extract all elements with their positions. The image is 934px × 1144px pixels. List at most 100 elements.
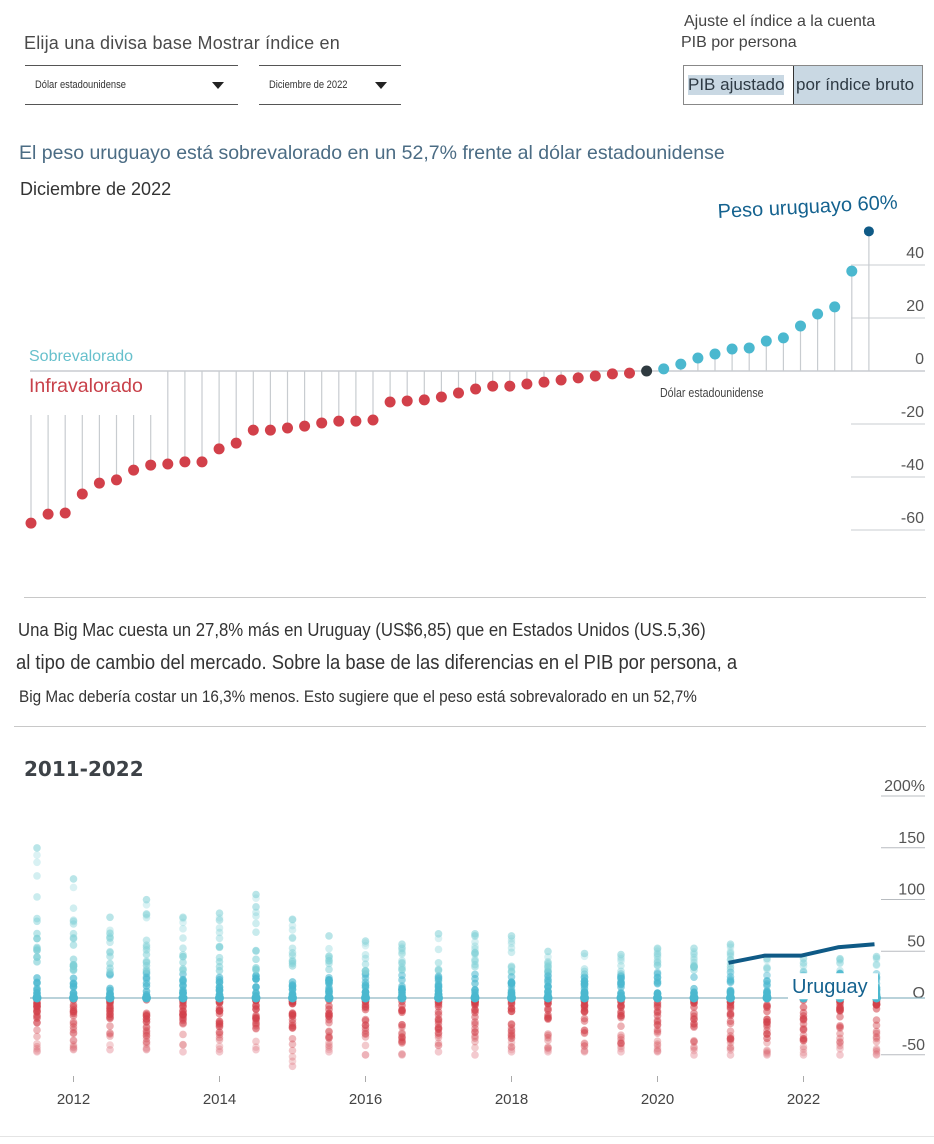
undervalued-dot (544, 1044, 552, 1052)
overvalued-dot (33, 851, 41, 859)
overvalued-dot (69, 883, 78, 892)
undervalued-dot (872, 1029, 881, 1038)
undervalued-dot (690, 1037, 698, 1046)
overvalued-dot (434, 972, 443, 980)
overvalued-dot (544, 961, 552, 970)
overvalued-dot (544, 958, 552, 967)
max-dot (471, 930, 479, 938)
x-tick-label: 2014 (203, 1091, 236, 1108)
undervalued-dot (799, 1045, 808, 1053)
undervalued-dot (507, 1038, 516, 1047)
overvalued-dot (872, 961, 881, 969)
undervalued-dot (617, 1003, 625, 1012)
undervalued-dot (215, 1022, 224, 1031)
overvalued-dot (434, 965, 443, 974)
undervalued-dot (142, 1029, 151, 1038)
overvalued-dot (653, 958, 662, 966)
undervalued-dot (142, 1028, 151, 1036)
undervalued-dot (398, 1033, 406, 1041)
undervalued-dot (617, 1039, 625, 1048)
undervalued-dot (398, 1034, 406, 1042)
undervalued-dot (799, 1035, 808, 1043)
undervalued-dot (836, 1044, 844, 1053)
undervalued-dot (617, 1022, 625, 1030)
overvalued-dot (617, 957, 625, 965)
base-dot (397, 993, 407, 1003)
undervalued-dot (836, 1029, 844, 1038)
undervalued-dot (580, 1042, 589, 1050)
undervalued-dot (799, 1008, 808, 1017)
min-dot (763, 1051, 771, 1059)
undervalued-dot (617, 1038, 625, 1047)
overvalued-dot (726, 950, 735, 958)
overvalued-dot (179, 950, 187, 959)
overvalued-dot (580, 980, 589, 989)
currency-dot (675, 358, 687, 370)
undervalued-dot (69, 1036, 78, 1045)
overvalued-dot (726, 952, 735, 960)
y-tick-label: 50 (907, 933, 925, 950)
overvalued-dot (142, 910, 151, 918)
currency-dot (25, 517, 37, 529)
overvalued-dot (580, 973, 589, 982)
base-currency-select[interactable]: Dólar estadounidense (25, 65, 238, 105)
undervalued-dot (252, 1020, 260, 1028)
overvalued-dot (434, 958, 443, 967)
base-dot (762, 993, 772, 1003)
overvalued-dot (33, 974, 41, 982)
overvalued-dot (471, 948, 479, 957)
uruguay-line (728, 942, 875, 965)
undervalued-dot (507, 1043, 516, 1051)
currency-dot (418, 394, 430, 406)
undervalued-dot (726, 1017, 735, 1025)
currency-dot (333, 415, 345, 427)
overvalued-dot (544, 953, 552, 961)
undervalued-dot (142, 1034, 151, 1043)
overvalued-dot (288, 985, 297, 993)
base-dot (470, 993, 480, 1003)
undervalued-dot (215, 1019, 224, 1027)
overvalued-dot (471, 942, 479, 951)
overvalued-dot (106, 934, 114, 942)
undervalued-dot (617, 1036, 625, 1044)
undervalued-dot (434, 1015, 443, 1023)
undervalued-dot (763, 1020, 771, 1029)
overvalued-dot (325, 984, 333, 992)
base-dot (434, 993, 443, 1003)
overvalued-dot (69, 979, 78, 988)
undervalued-dot (142, 1040, 151, 1048)
min-dot (653, 1048, 662, 1056)
undervalued-dot (872, 1037, 881, 1046)
min-dot (836, 1051, 844, 1059)
overvalued-dot (398, 966, 406, 974)
currency-dot (282, 422, 293, 434)
overvalued-dot (288, 959, 297, 968)
undervalued-dot (434, 1028, 443, 1037)
overvalued-dot (507, 944, 516, 952)
overvalued-dot (872, 960, 881, 969)
undervalued-dot (325, 1043, 333, 1051)
undervalued-dot (726, 1036, 735, 1044)
valuation-lollipop-chart: 40 20 0 -20 -40 -60 Sobrevalorado Infravalorado… (25, 192, 925, 531)
base-currency-label: Dólar estadounidense (660, 385, 764, 400)
overvalued-dot (288, 949, 297, 957)
undervalued-dot (507, 1020, 516, 1028)
undervalued-dot (617, 1039, 625, 1047)
toggle-gdp-adjusted[interactable]: PIB ajustado (684, 66, 793, 104)
overvalued-dot (325, 959, 333, 968)
undervalued-dot (507, 1020, 516, 1029)
toggle-gdp-adjusted-label: PIB ajustado (688, 75, 785, 95)
undervalued-dot (69, 1012, 78, 1020)
toggle-raw-index[interactable]: por índice bruto (793, 66, 922, 104)
date-select[interactable]: Diciembre de 2022 (259, 65, 401, 105)
currency-dot (128, 464, 140, 476)
undervalued-dot (799, 1003, 808, 1012)
index-type-toggle[interactable]: PIB ajustado por índice bruto (683, 65, 923, 105)
max-dot (507, 932, 516, 940)
undervalued-dot (33, 1002, 41, 1011)
min-dot (507, 1048, 516, 1056)
undervalued-dot (179, 1030, 187, 1039)
overvalued-dot (106, 968, 114, 976)
overvalued-dot (69, 917, 78, 926)
undervalued-dot (507, 1026, 516, 1035)
